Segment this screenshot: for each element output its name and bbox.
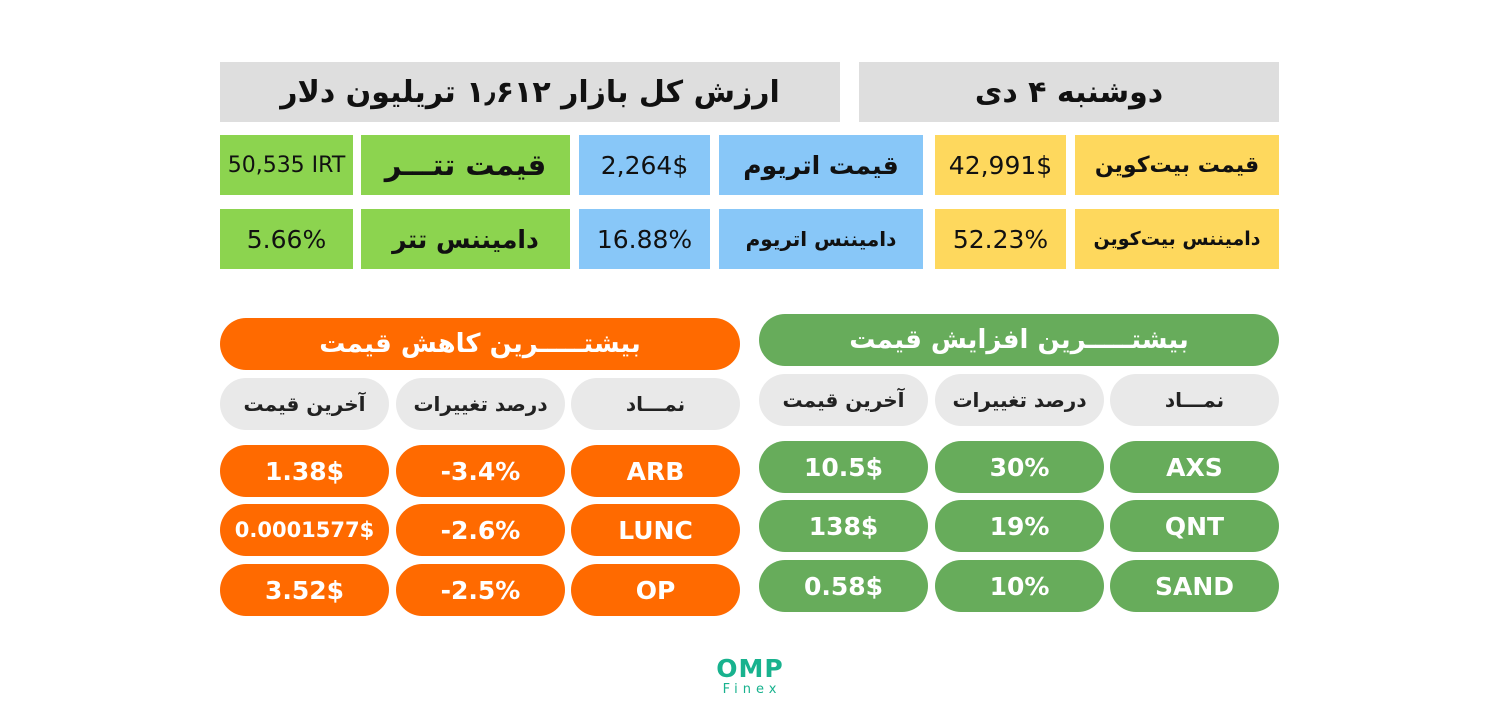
eth-dominance-value: 16.88% — [579, 209, 710, 269]
gainer-price: 138$ — [759, 500, 928, 552]
eth-price-label: قیمت اتریوم — [719, 135, 923, 195]
gainer-price: 10.5$ — [759, 441, 928, 493]
usdt-price-label: قیمت تتـــر — [361, 135, 570, 195]
date-banner: دوشنبه ۴ دی — [859, 62, 1279, 122]
gainer-change: 19% — [935, 500, 1104, 552]
loser-change: -2.5% — [396, 564, 565, 616]
btc-price-value: 42,991$ — [935, 135, 1066, 195]
gainer-symbol: AXS — [1110, 441, 1279, 493]
loser-symbol: OP — [571, 564, 740, 616]
logo-omp: OMP — [716, 654, 784, 683]
loser-symbol: LUNC — [571, 504, 740, 556]
usdt-price-value: 50,535 IRT — [220, 135, 353, 195]
usdt-dominance-value: 5.66% — [220, 209, 353, 269]
gainer-change: 10% — [935, 560, 1104, 612]
market-cap-text: ارزش کل بازار ۱٫۶۱۲ تریلیون دلار — [280, 74, 780, 110]
eth-price-value: 2,264$ — [579, 135, 710, 195]
gainers-col-symbol: نمـــاد — [1110, 374, 1279, 426]
btc-dominance-value: 52.23% — [935, 209, 1066, 269]
gainers-col-change: درصد تغییرات — [935, 374, 1104, 426]
loser-symbol: ARB — [571, 445, 740, 497]
loser-change: -2.6% — [396, 504, 565, 556]
losers-col-symbol: نمـــاد — [571, 378, 740, 430]
btc-price-label: قیمت بیت‌کوین — [1075, 135, 1279, 195]
loser-price: 1.38$ — [220, 445, 389, 497]
losers-col-price: آخرین قیمت — [220, 378, 389, 430]
losers-title: بیشتـــــرین کاهش قیمت — [220, 318, 740, 370]
losers-col-change: درصد تغییرات — [396, 378, 565, 430]
gainer-symbol: SAND — [1110, 560, 1279, 612]
loser-price: 3.52$ — [220, 564, 389, 616]
gainers-title: بیشتـــــرین افزایش قیمت — [759, 314, 1279, 366]
loser-change: -3.4% — [396, 445, 565, 497]
gainers-col-price: آخرین قیمت — [759, 374, 928, 426]
market-cap-banner: ارزش کل بازار ۱٫۶۱۲ تریلیون دلار — [220, 62, 840, 122]
logo-finex: Finex — [722, 682, 782, 697]
gainer-price: 0.58$ — [759, 560, 928, 612]
usdt-dominance-label: دامیننس تتر — [361, 209, 570, 269]
gainer-change: 30% — [935, 441, 1104, 493]
date-text: دوشنبه ۴ دی — [974, 74, 1164, 110]
eth-dominance-label: دامیننس اتریوم — [719, 209, 923, 269]
gainer-symbol: QNT — [1110, 500, 1279, 552]
btc-dominance-label: دامیننس بیت‌کوین — [1075, 209, 1279, 269]
loser-price: 0.0001577$ — [220, 504, 389, 556]
